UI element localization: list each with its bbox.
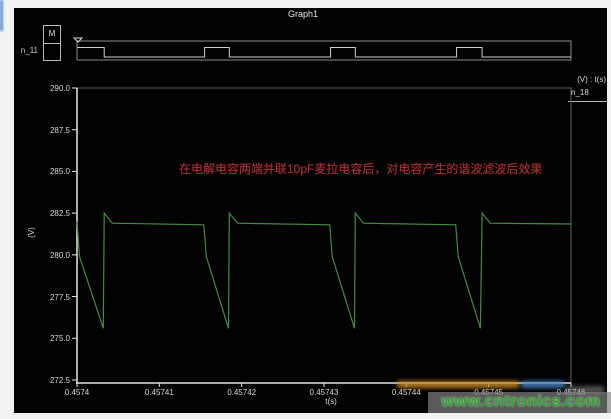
y-tick-label: 275.0 <box>49 334 70 344</box>
y-tick-label: 287.5 <box>49 125 70 135</box>
cursor-marker-label: M <box>48 29 56 38</box>
y-tick-label: 277.5 <box>49 292 70 302</box>
x-tick-label: 0.45744 <box>391 388 421 397</box>
x-tick-label: 0.45742 <box>227 388 257 397</box>
trace-start-marker-icon[interactable] <box>72 37 84 43</box>
digital-subplot-frame <box>76 40 572 61</box>
y-tick-label: 272.5 <box>49 376 70 385</box>
legend-axis-header: (V) : t(s) <box>577 75 606 84</box>
legend-series-label[interactable]: n_18 <box>571 88 589 97</box>
x-tick-label: 0.45741 <box>144 388 174 397</box>
y-tick-label: 282.5 <box>49 209 70 219</box>
annotation-text: 在电解电容两端并联10pF麦拉电容后，对电容产生的谐波滤波后效果 <box>179 162 543 176</box>
analog-trace[interactable] <box>76 211 572 329</box>
y-tick-label: 280.0 <box>49 250 70 260</box>
watermark-gray-blur <box>566 386 604 394</box>
watermark-blue-blur <box>521 381 565 388</box>
legend-series-line <box>568 101 608 102</box>
watermark-url: www.cntronics.com <box>441 393 601 410</box>
digital-trace[interactable] <box>77 47 571 58</box>
graph-panel <box>14 8 607 413</box>
digital-net-label: n_11 <box>20 46 38 55</box>
y-tick-label: 285.0 <box>49 167 70 177</box>
axis-tick-marks <box>72 87 572 387</box>
main-plot-frame <box>76 87 572 384</box>
watermark-blue-bar <box>0 0 3 31</box>
watermark-strip <box>428 392 611 413</box>
cursor-marker-box[interactable]: M <box>43 25 61 61</box>
x-axis-label: t(s) <box>325 397 337 406</box>
watermark-orange-blur <box>397 381 519 388</box>
graph-title: Graph1 <box>287 9 319 19</box>
y-tick-label: 290.0 <box>49 84 70 93</box>
cursor-box-divider <box>44 43 60 44</box>
x-tick-label: 0.4574 <box>64 388 90 397</box>
x-tick-label: 0.45743 <box>309 388 339 397</box>
